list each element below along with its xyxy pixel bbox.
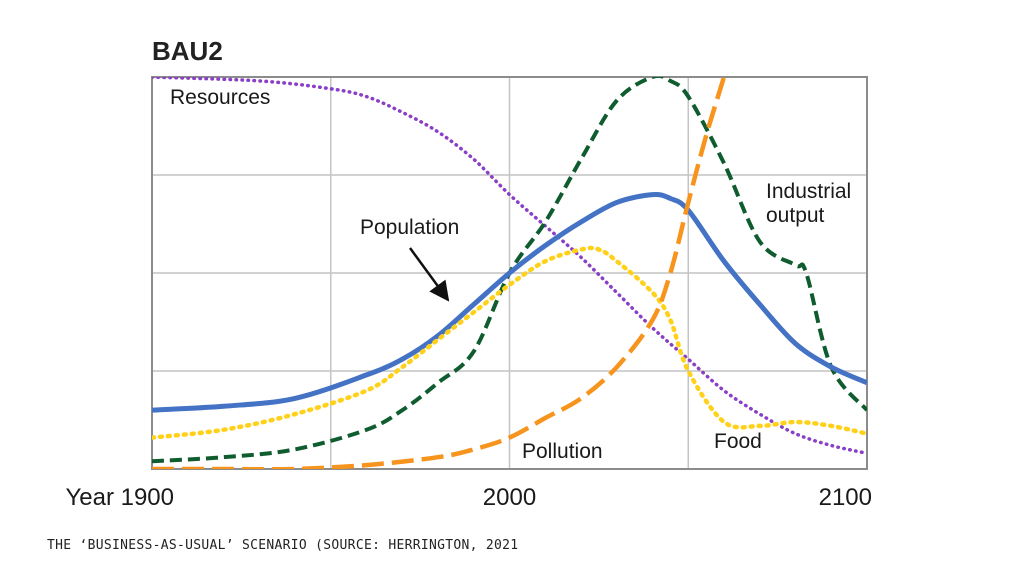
series-group — [152, 77, 867, 469]
series-line-pollution — [152, 77, 727, 469]
series-line-population — [152, 191, 867, 413]
population-label: Population — [360, 216, 459, 239]
resources-label: Resources — [170, 86, 270, 109]
series-line-food — [152, 245, 867, 440]
x-tick-label: Year 1900 — [65, 484, 174, 511]
series-line-industrial-output — [152, 77, 867, 464]
caption: THE ‘BUSINESS-AS-USUAL’ SCENARIO (SOURCE… — [47, 538, 519, 553]
pollution-label: Pollution — [522, 440, 603, 463]
food-label: Food — [714, 430, 762, 453]
industrial-output-label-line1: Industrial — [766, 180, 851, 203]
x-tick-label: 2100 — [819, 484, 872, 511]
plot-frame — [151, 76, 868, 470]
population-arrow — [408, 247, 450, 302]
series-line-resources — [152, 77, 867, 456]
x-axis-ticks: Year 1900 2000 2100 — [65, 484, 872, 511]
industrial-output-label-line2: output — [766, 204, 825, 227]
chart-title: BAU2 — [152, 36, 223, 66]
x-tick-label: 2000 — [483, 484, 536, 511]
